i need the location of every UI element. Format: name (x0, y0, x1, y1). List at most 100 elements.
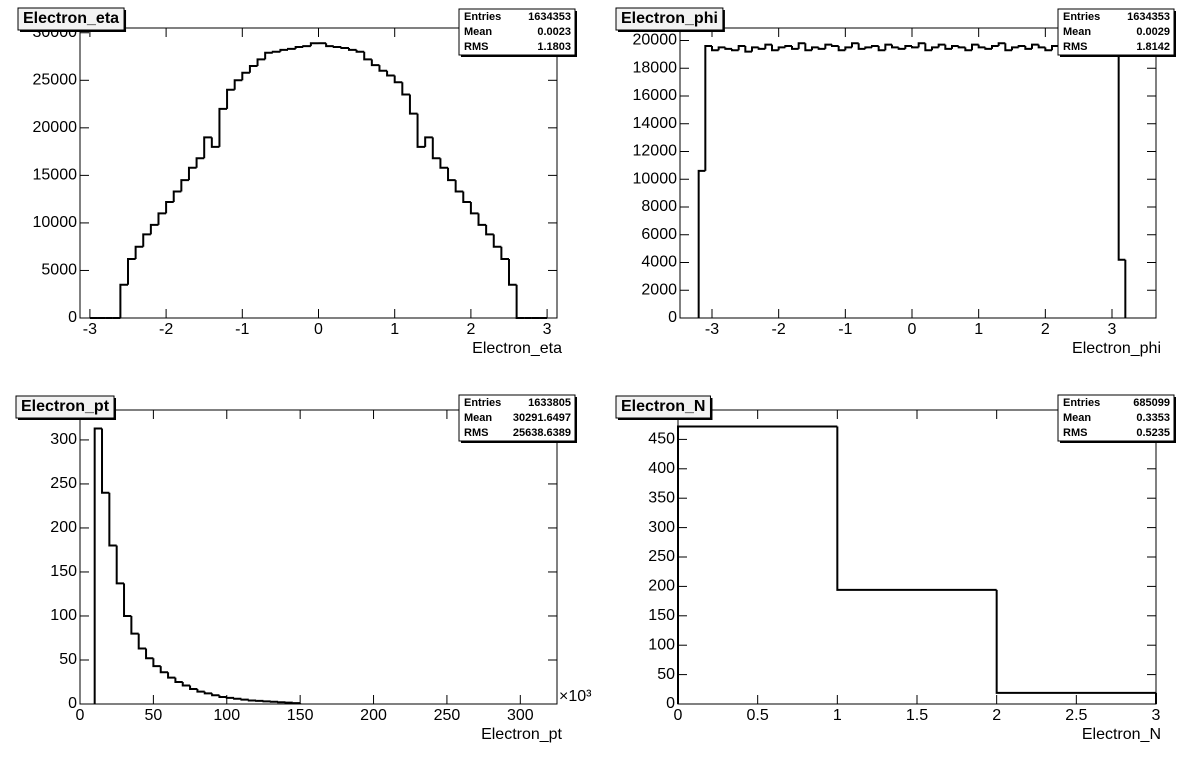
stats-label: Mean (464, 412, 492, 424)
y-tick-label: 8000 (641, 198, 677, 215)
histogram-bin (187, 166, 197, 181)
stats-value: 1.8142 (1136, 41, 1170, 53)
histogram-bin (416, 113, 426, 148)
x-tick-label: -3 (83, 321, 97, 338)
histogram-bin (127, 258, 136, 285)
stats-label: RMS (464, 41, 488, 53)
histogram-bin (152, 658, 161, 668)
histogram-bin (1051, 45, 1059, 51)
histogram-bin (764, 43, 772, 49)
histogram-bin (210, 137, 220, 148)
histogram-bin (408, 94, 418, 115)
histogram-bin (454, 180, 464, 193)
x-axis-label: Electron_eta (472, 340, 562, 357)
x-tick-label: 3 (1108, 321, 1117, 338)
histogram-bin (233, 697, 242, 700)
title-box (15, 395, 115, 419)
histogram-pad: 0 0.5 1 1.5 2 2.5 3 0 50 100 150 200 250 300 350 400 450… (615, 394, 1176, 743)
histogram-bin (181, 681, 191, 687)
histogram-bin (469, 202, 479, 215)
chart-title: Electron_phi (621, 10, 718, 27)
x-tick-label: 1.5 (906, 707, 928, 724)
histogram-bin (431, 137, 441, 160)
histogram-bin (971, 43, 979, 51)
histogram-bin (233, 79, 243, 90)
histogram-bin (393, 75, 403, 84)
histogram-bin (724, 47, 732, 50)
y-tick-label: 5000 (41, 262, 77, 279)
histogram-bin (180, 179, 189, 192)
histogram-bin (218, 695, 227, 698)
x-tick-label: 50 (144, 707, 162, 724)
histogram-bin (951, 45, 959, 49)
stats-value: 685099 (1133, 397, 1170, 409)
stats-box (458, 8, 576, 56)
histogram-bin (424, 136, 433, 147)
stats-box (1057, 394, 1175, 442)
histogram-bin (811, 46, 819, 51)
histogram-bin (1004, 43, 1012, 52)
x-tick-label: 0 (314, 321, 323, 338)
stats-label: Mean (464, 26, 492, 38)
x-tick-label: 1 (390, 321, 399, 338)
histogram-bin (784, 45, 792, 48)
stats-label: Entries (464, 11, 501, 23)
y-tick-label: 10000 (633, 170, 678, 187)
histogram-bin (1044, 47, 1052, 52)
x-tick-label: 150 (287, 707, 314, 724)
y-tick-label: 300 (648, 519, 675, 536)
x-tick-label: 250 (434, 707, 461, 724)
x-tick-label: 0 (674, 707, 683, 724)
histogram-pad: -3 -2 -1 0 1 2 3 0 2000 4000 6000 8000 10000 12000 140… (615, 7, 1176, 357)
stats-value: 0.0029 (1136, 26, 1170, 38)
x-tick-label: 200 (360, 707, 387, 724)
x-axis-label: Electron_pt (481, 726, 562, 743)
histogram-bin (157, 212, 167, 225)
y-tick-label: 18000 (633, 59, 678, 76)
histogram-bin (995, 589, 1156, 694)
histogram-bin (142, 233, 151, 247)
histogram-bin (439, 158, 449, 169)
x-tick-label: -3 (705, 321, 719, 338)
histogram-bin (731, 48, 739, 52)
histogram-bin (737, 45, 746, 51)
histogram-bin (836, 426, 997, 591)
histogram-bin (347, 47, 357, 51)
histogram-bin (911, 46, 919, 49)
stats-value: 0.0023 (537, 26, 571, 38)
y-tick-label: 450 (648, 431, 675, 448)
histogram-bin (325, 43, 334, 48)
histogram-bin (851, 42, 859, 48)
histogram-bin (137, 633, 147, 650)
histogram-bin (119, 283, 129, 318)
histogram-bin (485, 224, 494, 236)
histogram-bin (515, 284, 525, 319)
y-tick-label: 0 (68, 695, 77, 712)
y-tick-label: 0 (666, 695, 675, 712)
stats-label: RMS (464, 427, 488, 439)
y-tick-label: 150 (648, 607, 675, 624)
x-tick-label: 0.5 (747, 707, 769, 724)
histogram-bin (340, 46, 349, 49)
y-tick-label: 25000 (33, 72, 78, 89)
histogram-bin (877, 46, 886, 52)
histogram-bin (837, 46, 846, 52)
stats-label: Entries (464, 397, 501, 409)
histogram-bin (203, 691, 213, 695)
histogram-bin (462, 191, 471, 203)
y-tick-label: 350 (648, 489, 675, 506)
histogram-bin (751, 46, 759, 52)
histogram-bin (196, 689, 205, 693)
histogram-bin (771, 44, 779, 52)
histogram-bin (225, 696, 235, 699)
title-box (615, 395, 711, 419)
histogram-bin (145, 648, 154, 660)
histogram-bin (1024, 46, 1032, 50)
x-tick-label: 0 (908, 321, 917, 338)
x-tick-label: 3 (543, 321, 552, 338)
x-axis-label: Electron_phi (1072, 340, 1161, 357)
histogram-bin (704, 45, 712, 171)
frame (79, 27, 558, 319)
stats-value: 1633805 (528, 397, 571, 409)
y-tick-label: 50 (59, 651, 77, 668)
